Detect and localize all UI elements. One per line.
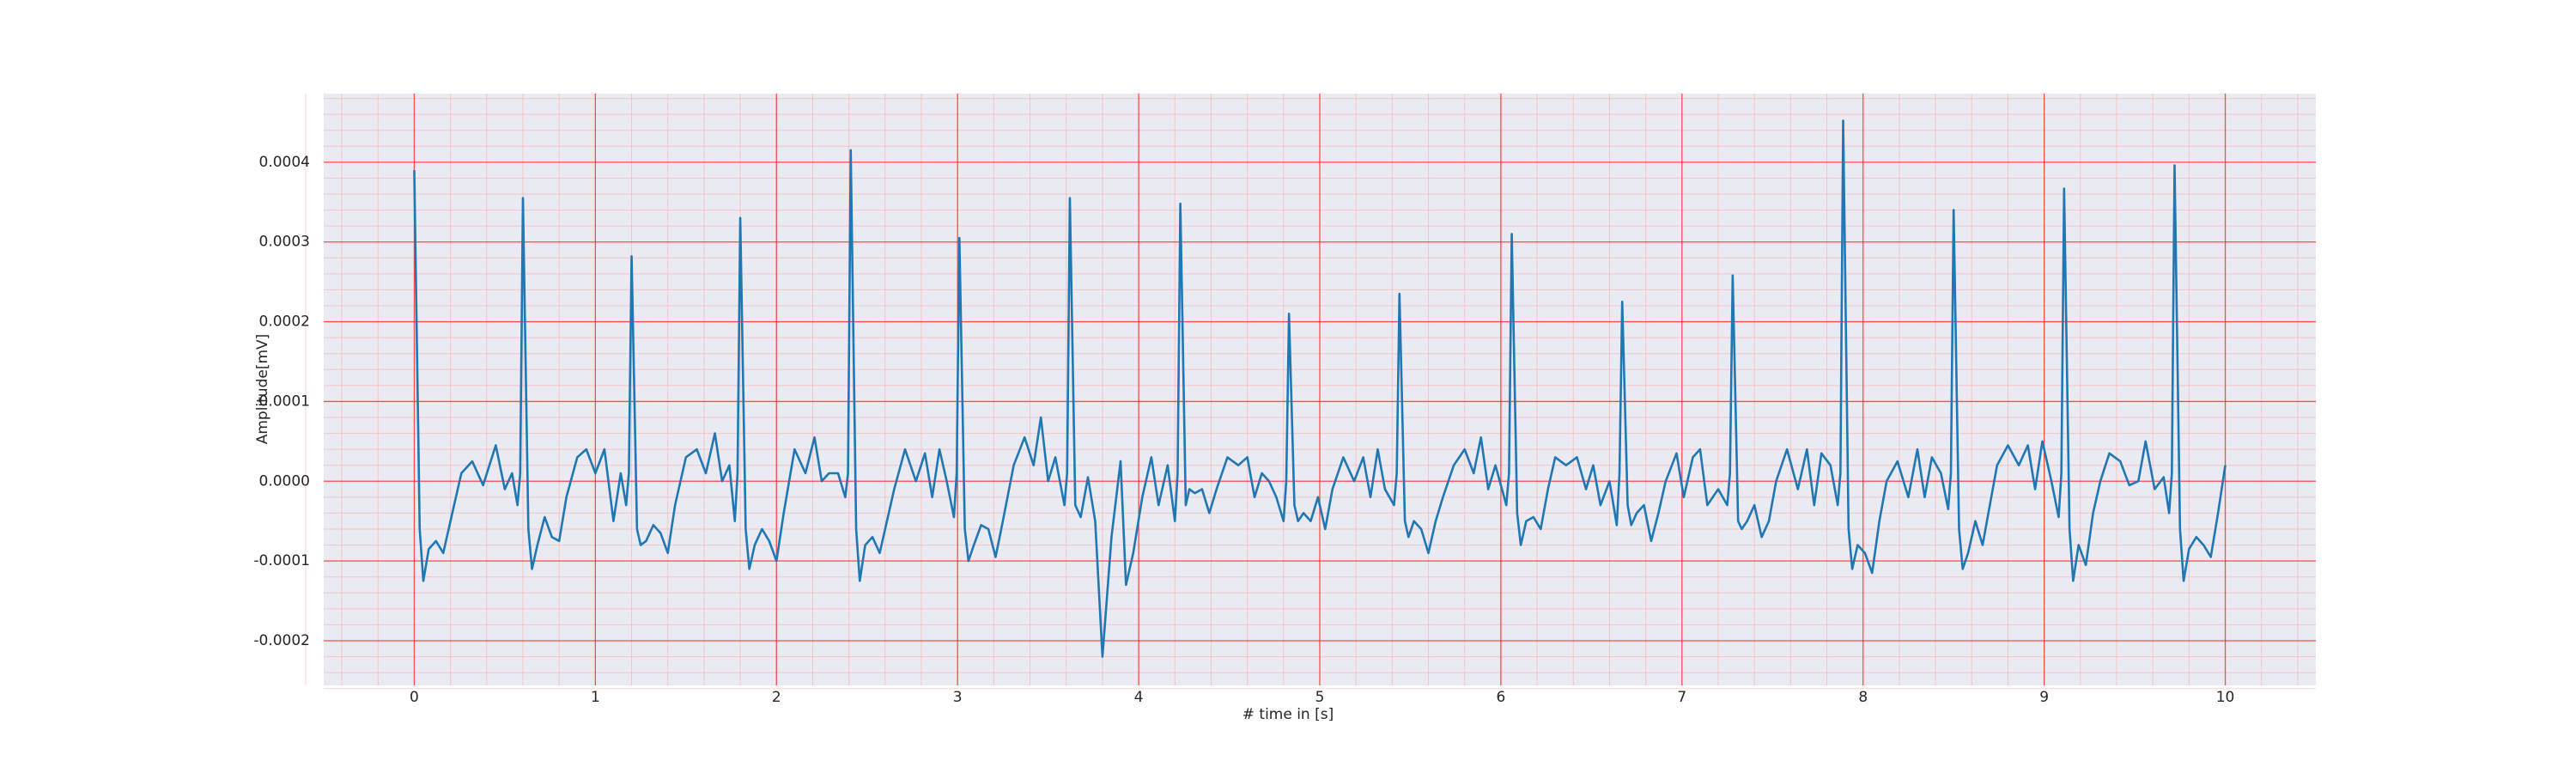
y-tick-label: 0.0004 (259, 154, 310, 171)
x-tick-label: 4 (1134, 689, 1144, 706)
y-tick-label: 0.0002 (259, 313, 310, 331)
y-tick-label: -0.0002 (253, 632, 310, 649)
x-tick-label: 1 (591, 689, 600, 706)
x-axis-label: # time in [s] (1242, 706, 1334, 723)
y-tick-label: 0.0000 (259, 472, 310, 490)
x-tick-label: 5 (1315, 689, 1325, 706)
y-tick-label: 0.0001 (259, 393, 310, 410)
y-axis-label: Amplitude[mV] (254, 334, 271, 445)
x-tick-label: 9 (2039, 689, 2049, 706)
data-line (413, 119, 2227, 658)
x-tick-label: 2 (772, 689, 781, 706)
x-tick-label: 8 (1858, 689, 1868, 706)
y-tick-label: -0.0001 (253, 552, 310, 569)
x-tick-label: 6 (1496, 689, 1505, 706)
x-tick-label: 3 (953, 689, 963, 706)
x-tick-label: 7 (1677, 689, 1686, 706)
y-tick-label: 0.0003 (259, 234, 310, 251)
x-tick-label: 10 (2216, 689, 2235, 706)
x-tick-label: 0 (410, 689, 419, 706)
